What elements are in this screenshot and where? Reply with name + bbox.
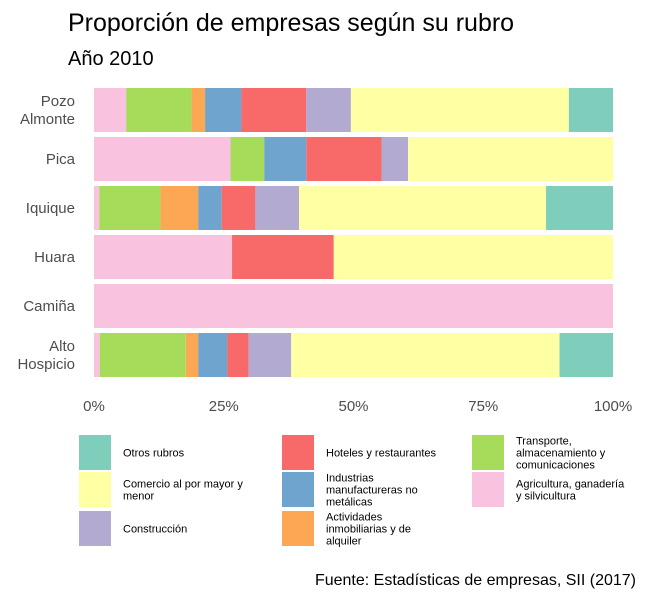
- y-tick-label: Pica: [46, 151, 76, 168]
- legend-swatch: [79, 435, 111, 470]
- x-tick-label: 0%: [83, 398, 105, 415]
- legend-item: Actividades inmobiliarias y de alquiler: [282, 511, 411, 548]
- legend-label: Construcción: [123, 524, 187, 536]
- bar-segment: [221, 186, 256, 230]
- x-tick-label: 75%: [468, 398, 498, 415]
- legend-swatch: [282, 435, 314, 470]
- bar-segment: [227, 333, 249, 377]
- y-tick-label: Iquique: [26, 200, 75, 217]
- bar-segment: [94, 137, 231, 181]
- y-tick-label: Huara: [34, 249, 76, 266]
- bars-group: [94, 88, 613, 377]
- legend-label: Comercio al por mayor y menor: [123, 479, 243, 503]
- bar-segment: [126, 88, 192, 132]
- legend-swatch: [79, 472, 111, 507]
- y-tick-label: Alto Hospicio: [17, 338, 75, 373]
- bar-segment: [381, 137, 408, 181]
- legend-swatch: [282, 511, 314, 546]
- bar-segment: [546, 186, 613, 230]
- bar-segment: [568, 88, 613, 132]
- bar-segment: [94, 186, 100, 230]
- bar-segment: [99, 186, 161, 230]
- y-tick-label: Camiña: [23, 298, 75, 315]
- bar-segment: [94, 235, 233, 279]
- x-tick-label: 25%: [209, 398, 239, 415]
- legend-swatch: [79, 511, 111, 546]
- bar-segment: [230, 137, 265, 181]
- bar-segment: [248, 333, 292, 377]
- chart-subtitle: Año 2010: [68, 48, 154, 70]
- bar-segment: [306, 88, 351, 132]
- bar-segment: [99, 333, 186, 377]
- bar-segment: [94, 333, 100, 377]
- bar-segment: [333, 235, 613, 279]
- legend-item: Transporte, almacenamiento y comunicacione…: [472, 435, 606, 472]
- x-tick-label: 100%: [594, 398, 632, 415]
- legend-swatch: [472, 472, 504, 507]
- bar-segment: [306, 137, 382, 181]
- x-axis-labels: 0% 25% 50% 75% 100%: [83, 398, 632, 415]
- bar-segment: [94, 284, 613, 328]
- bar-segment: [185, 333, 199, 377]
- legend-label: Otros rubros: [123, 448, 185, 460]
- x-tick-label: 50%: [338, 398, 368, 415]
- legend-item: Agricultura, ganadería y silvicultura: [472, 472, 625, 507]
- legend-item: Hoteles y restaurantes: [282, 435, 437, 470]
- legend: Otros rubros Comercio al por mayor y menor…: [79, 435, 625, 548]
- chart-title: Proporción de empresas según su rubro: [68, 9, 514, 37]
- bar-segment: [350, 88, 569, 132]
- bar-segment: [559, 333, 613, 377]
- legend-swatch: [472, 435, 504, 470]
- legend-label: Agricultura, ganadería y silvicultura: [516, 479, 625, 503]
- legend-item: Comercio al por mayor y menor: [79, 472, 243, 507]
- bar-segment: [291, 333, 560, 377]
- y-axis-labels: Pozo Almonte Pica Iquique Huara Camiña Alto Hos…: [17, 93, 75, 373]
- bar-segment: [264, 137, 307, 181]
- legend-swatch: [282, 472, 314, 507]
- legend-item: Otros rubros: [79, 435, 185, 470]
- bar-segment: [205, 88, 242, 132]
- bar-segment: [241, 88, 307, 132]
- bar-segment: [191, 88, 206, 132]
- bar-segment: [160, 186, 199, 230]
- bar-segment: [94, 88, 127, 132]
- bar-segment: [299, 186, 547, 230]
- chart-caption: Fuente: Estadísticas de empresas, SII (2…: [315, 572, 636, 589]
- legend-label: Industrias manufactureras no metálicas: [326, 473, 418, 509]
- legend-label: Hoteles y restaurantes: [326, 448, 437, 460]
- bar-segment: [198, 186, 222, 230]
- bar-segment: [198, 333, 228, 377]
- bar-segment: [408, 137, 613, 181]
- bar-segment: [232, 235, 334, 279]
- legend-label: Transporte, almacenamiento y comunicacione…: [516, 436, 606, 472]
- y-tick-label: Pozo Almonte: [20, 93, 75, 128]
- bar-segment: [255, 186, 300, 230]
- legend-item: Industrias manufactureras no metálicas: [282, 472, 418, 509]
- legend-label: Actividades inmobiliarias y de alquiler: [326, 512, 411, 548]
- legend-item: Construcción: [79, 511, 187, 546]
